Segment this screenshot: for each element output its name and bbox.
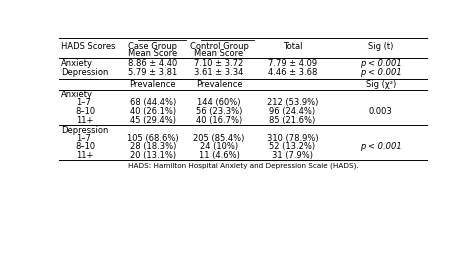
Text: Mean Score: Mean Score	[194, 49, 244, 58]
Text: Anxiety: Anxiety	[61, 58, 93, 68]
Text: 40 (26.1%): 40 (26.1%)	[130, 107, 176, 116]
Text: p < 0.001: p < 0.001	[360, 58, 401, 68]
Text: 1–7: 1–7	[76, 134, 91, 143]
Text: 31 (7.9%): 31 (7.9%)	[272, 151, 313, 160]
Text: 4.46 ± 3.68: 4.46 ± 3.68	[268, 68, 317, 77]
Text: 52 (13.2%): 52 (13.2%)	[269, 142, 316, 152]
Text: Depression: Depression	[61, 126, 109, 135]
Text: p < 0.001: p < 0.001	[360, 68, 401, 77]
Text: 310 (78.9%): 310 (78.9%)	[267, 134, 319, 143]
Text: 5.79 ± 3.81: 5.79 ± 3.81	[128, 68, 178, 77]
Text: Depression: Depression	[61, 68, 109, 77]
Text: 45 (29.4%): 45 (29.4%)	[130, 116, 176, 125]
Text: 8.86 ± 4.40: 8.86 ± 4.40	[128, 58, 178, 68]
Text: 20 (13.1%): 20 (13.1%)	[130, 151, 176, 160]
Text: p < 0.001: p < 0.001	[360, 142, 401, 152]
Text: Control Group: Control Group	[190, 42, 248, 51]
Text: 7.79 ± 4.09: 7.79 ± 4.09	[268, 58, 317, 68]
Text: Mean Score: Mean Score	[128, 49, 178, 58]
Text: 85 (21.6%): 85 (21.6%)	[269, 116, 316, 125]
Text: HADS: Hamilton Hospital Anxiety and Depression Scale (HADS).: HADS: Hamilton Hospital Anxiety and Depr…	[128, 163, 358, 169]
Text: Prevalence: Prevalence	[129, 80, 176, 89]
Text: 0.003: 0.003	[369, 107, 392, 116]
Text: Sig (χ²): Sig (χ²)	[365, 80, 396, 89]
Text: 3.61 ± 3.34: 3.61 ± 3.34	[194, 68, 244, 77]
Text: 105 (68.6%): 105 (68.6%)	[127, 134, 179, 143]
Text: 28 (18.3%): 28 (18.3%)	[130, 142, 176, 152]
Text: Anxiety: Anxiety	[61, 90, 93, 99]
Text: 11+: 11+	[76, 151, 93, 160]
Text: 7.10 ± 3.72: 7.10 ± 3.72	[194, 58, 244, 68]
Text: 68 (44.4%): 68 (44.4%)	[130, 98, 176, 107]
Text: 96 (24.4%): 96 (24.4%)	[269, 107, 316, 116]
Text: 56 (23.3%): 56 (23.3%)	[196, 107, 242, 116]
Text: 144 (60%): 144 (60%)	[197, 98, 241, 107]
Text: 1–7: 1–7	[76, 98, 91, 107]
Text: Prevalence: Prevalence	[196, 80, 242, 89]
Text: 24 (10%): 24 (10%)	[200, 142, 238, 152]
Text: 40 (16.7%): 40 (16.7%)	[196, 116, 242, 125]
Text: Total: Total	[283, 42, 302, 51]
Text: 212 (53.9%): 212 (53.9%)	[267, 98, 318, 107]
Text: 205 (85.4%): 205 (85.4%)	[193, 134, 245, 143]
Text: 8–10: 8–10	[76, 107, 96, 116]
Text: Sig (t): Sig (t)	[368, 42, 393, 51]
Text: 11+: 11+	[76, 116, 93, 125]
Text: Case Group: Case Group	[128, 42, 177, 51]
Text: HADS Scores: HADS Scores	[61, 42, 116, 51]
Text: 11 (4.6%): 11 (4.6%)	[199, 151, 239, 160]
Text: 8–10: 8–10	[76, 142, 96, 152]
